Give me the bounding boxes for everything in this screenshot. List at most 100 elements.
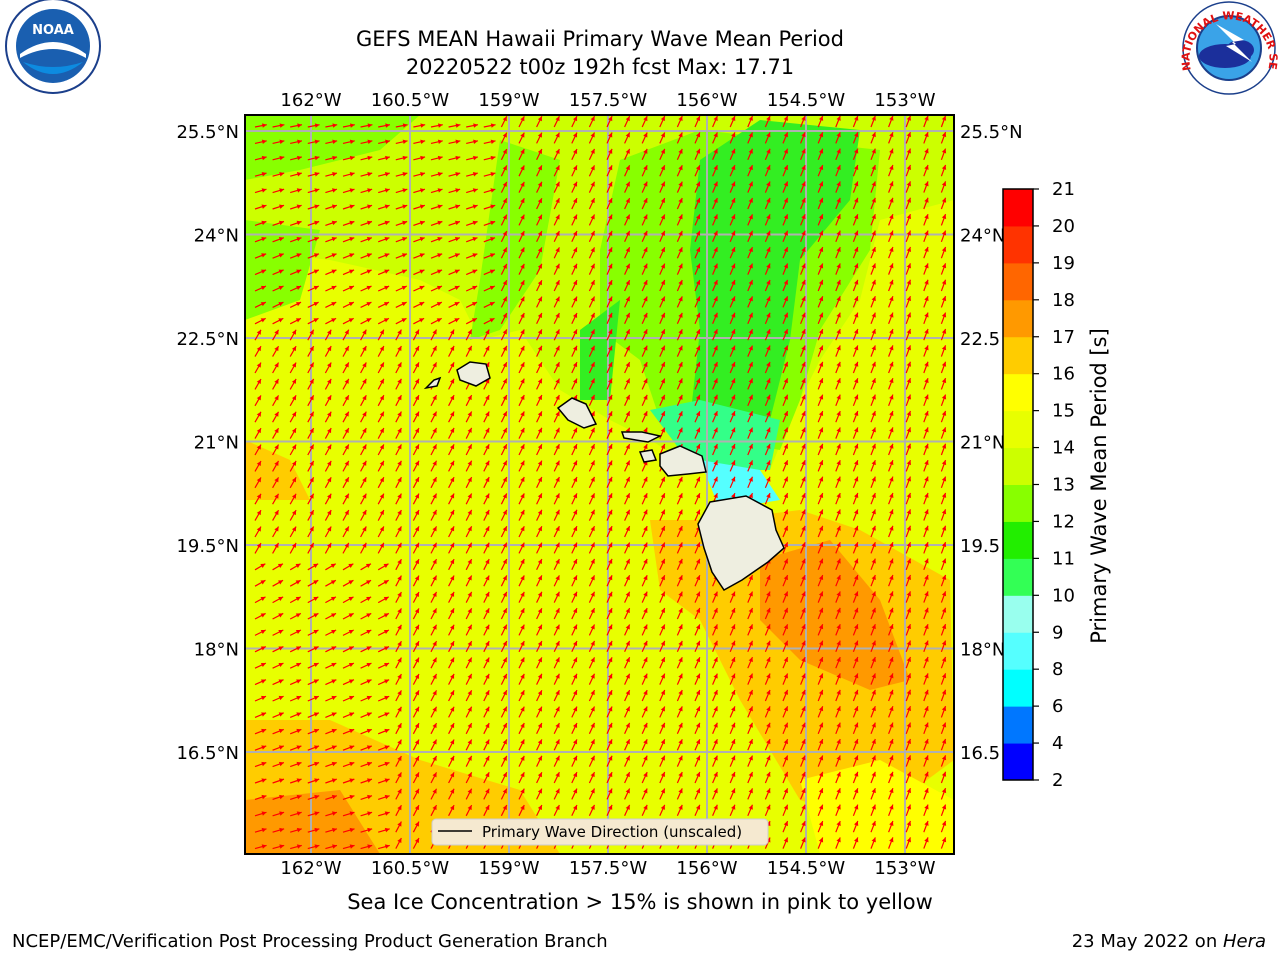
island-niihau (423, 376, 442, 390)
caption: Sea Ice Concentration > 15% is shown in … (347, 890, 933, 914)
right-lat-label: 22.5 (960, 329, 1000, 350)
colorbar-tick-label: 11 (1052, 548, 1075, 569)
colorbar-segment (1003, 225, 1033, 264)
left-latitude-labels: 25.5°N 24°N 22.5°N 21°N 19.5°N 18°N 16.5°N (176, 122, 239, 764)
colorbar-tick-label: 14 (1052, 438, 1075, 459)
bottom-lon-label: 156°W (676, 858, 737, 879)
colorbar-label: Primary Wave Mean Period [s] (1087, 328, 1111, 644)
period-15-region-s (800, 760, 954, 854)
period-17-region-sw (245, 790, 380, 854)
colorbar-tick-label: 4 (1052, 733, 1063, 754)
map-frame (244, 114, 955, 855)
colorbar-tick-label: 15 (1052, 401, 1075, 422)
bottom-lon-label: 153°W (874, 858, 935, 879)
bottom-lon-label: 157.5°W (569, 858, 648, 879)
colorbar-tick-label: 6 (1052, 696, 1063, 717)
footer-host: Hera (1222, 931, 1266, 952)
colorbar-segment (1003, 410, 1033, 449)
bottom-longitude-labels: 162°W 160.5°W 159°W 157.5°W 156°W 154.5°W 153°… (280, 858, 935, 879)
island-hawaii (697, 495, 785, 591)
island-oahu (556, 397, 598, 429)
period-17-region-se (760, 540, 910, 690)
figure-title: GEFS MEAN Hawaii Primary Wave Mean Perio… (356, 27, 844, 51)
island-maui (659, 445, 707, 477)
colorbar-tick-label: 21 (1052, 179, 1075, 200)
bottom-lon-label: 159°W (478, 858, 539, 879)
left-lat-label: 24°N (194, 226, 239, 247)
island-kauai (456, 361, 491, 387)
footer-date: 23 May 2022 on Hera (1072, 931, 1266, 952)
map-field (245, 115, 954, 854)
right-lat-label: 24°N (960, 226, 1005, 247)
colorbar-segment (1003, 262, 1033, 301)
top-lon-label: 157.5°W (569, 90, 648, 111)
bottom-lon-label: 154.5°W (767, 858, 846, 879)
colorbar-tick-label: 8 (1052, 659, 1063, 680)
colorbar-tick-label: 19 (1052, 253, 1075, 274)
colorbar-segment (1003, 336, 1033, 375)
svg-text:NATIONAL WEATHER SERVICE: NATIONAL WEATHER SERVICE (0, 0, 1280, 72)
left-lat-label: 19.5°N (176, 536, 239, 557)
right-lat-label: 21°N (960, 433, 1005, 454)
right-lat-label: 18°N (960, 640, 1005, 661)
top-lon-label: 160.5°W (371, 90, 450, 111)
period-10-region (650, 400, 780, 470)
right-lat-label: 25.5°N (960, 122, 1023, 143)
period-11-region-oahu (580, 300, 620, 400)
figure-subtitle: 20220522 t00z 192h fcst Max: 17.71 (405, 55, 795, 79)
left-lat-label: 16.5°N (176, 743, 239, 764)
colorbar-segment (1003, 521, 1033, 559)
noaa-logo: NOAA (5, 0, 101, 94)
colorbar-tick-label: 18 (1052, 290, 1075, 311)
colorbar-segment (1003, 743, 1033, 781)
footer-branch: NCEP/EMC/Verification Post Processing Pr… (12, 931, 608, 952)
footer-date-text: 23 May 2022 on (1071, 931, 1223, 952)
island-molokai (620, 431, 663, 443)
legend-box (431, 818, 769, 846)
colorbar-segment (1003, 299, 1033, 338)
island-lanai (638, 449, 658, 463)
colorbar-segment (1003, 558, 1033, 596)
legend-label: Primary Wave Direction (unscaled) (482, 823, 742, 841)
colorbar-tick-label: 13 (1052, 475, 1075, 496)
top-lon-label: 156°W (676, 90, 737, 111)
colorbar-tick-label: 12 (1052, 511, 1075, 532)
colorbar-segment (1003, 484, 1033, 522)
right-latitude-labels: 25.5°N 24°N 22.5 21°N 19.5 18°N 16.5 (960, 122, 1023, 764)
nws-logo: NATIONAL WEATHER SERVICE (0, 0, 1280, 95)
top-lon-label: 153°W (874, 90, 935, 111)
right-lat-label: 19.5 (960, 536, 1000, 557)
colorbar-tick-label: 10 (1052, 585, 1075, 606)
noaa-logo-text: NOAA (32, 23, 74, 38)
left-lat-label: 21°N (194, 433, 239, 454)
bottom-lon-label: 162°W (280, 858, 341, 879)
left-lat-label: 25.5°N (176, 122, 239, 143)
top-lon-label: 159°W (478, 90, 539, 111)
left-lat-label: 22.5°N (176, 329, 239, 350)
colorbar-tick-label: 16 (1052, 364, 1075, 385)
colorbar-segment (1003, 669, 1033, 707)
top-longitude-labels: 162°W 160.5°W 159°W 157.5°W 156°W 154.5°W 153°… (280, 90, 935, 111)
nws-logo-ring-text: NATIONAL WEATHER SERVICE (0, 0, 1280, 72)
hawaiian-islands (423, 361, 785, 591)
colorbar-segment (1003, 706, 1033, 744)
colorbar-segment (1003, 632, 1033, 670)
right-lat-label: 16.5 (960, 743, 1000, 764)
colorbar: 2 4 6 8 9 10 11 12 13 14 15 16 17 18 19 20 21 (1002, 179, 1075, 791)
colorbar-segment (1003, 447, 1033, 485)
period-8-region (700, 460, 780, 510)
left-lat-label: 18°N (194, 640, 239, 661)
colorbar-tick-label: 20 (1052, 216, 1075, 237)
top-lon-label: 162°W (280, 90, 341, 111)
direction-arrows (254, 115, 947, 850)
bottom-lon-label: 160.5°W (371, 858, 450, 879)
colorbar-tick-label: 17 (1052, 327, 1075, 348)
colorbar-segment (1003, 189, 1033, 227)
colorbar-tick-label: 2 (1052, 770, 1063, 791)
colorbar-segment (1003, 373, 1033, 412)
colorbar-tick-label: 9 (1052, 622, 1063, 643)
period-16-region-w (245, 440, 310, 500)
colorbar-segment (1003, 595, 1033, 633)
